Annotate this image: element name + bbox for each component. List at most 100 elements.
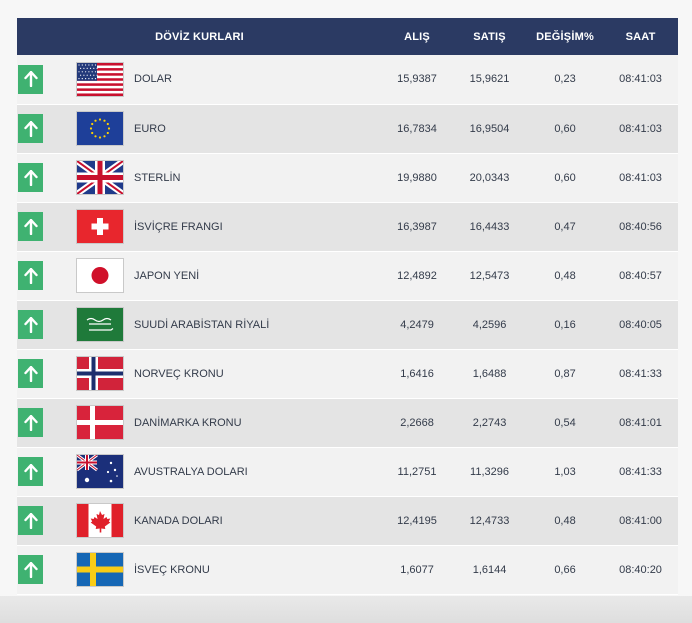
table-row: DANİMARKA KRONU 2,2668 2,2743 0,54 08:41… [17, 398, 679, 447]
update-time: 08:41:03 [619, 171, 662, 184]
us-flag [77, 62, 123, 96]
buy-rate: 11,2751 [397, 465, 437, 478]
sell-rate: 2,2743 [472, 416, 507, 429]
table-row: DOLAR 15,9387 15,9621 0,23 08:41:03 [17, 55, 679, 104]
sell-rate: 12,5473 [469, 269, 510, 282]
table-row: İSVEÇ KRONU 1,6077 1,6144 0,66 08:40:20 [17, 545, 679, 594]
currency-name[interactable]: İSVİÇRE FRANGI [134, 220, 223, 233]
update-time: 08:41:01 [619, 416, 662, 429]
table-row: STERLİN 19,9880 20,0343 0,60 08:41:03 [17, 153, 679, 202]
trend-cell [17, 300, 77, 349]
denmark-flag [77, 406, 123, 439]
flag-cell [77, 104, 134, 153]
up-arrow-icon [18, 506, 43, 535]
table-row: İSVİÇRE FRANGI 16,3987 16,4433 0,47 08:4… [17, 202, 679, 251]
update-time: 08:41:00 [619, 514, 662, 527]
buy-rate: 1,6077 [400, 563, 434, 576]
canada-flag [77, 504, 123, 537]
update-time: 08:40:56 [619, 220, 662, 233]
up-arrow-icon [18, 64, 43, 94]
table-row: NORVEÇ KRONU 1,6416 1,6488 0,87 08:41:33 [17, 349, 679, 398]
up-arrow-icon [18, 310, 43, 339]
trend-cell [17, 545, 77, 594]
flag-cell [77, 349, 134, 398]
change-percent: 0,47 [554, 220, 576, 233]
currency-name[interactable]: DANİMARKA KRONU [134, 416, 242, 429]
up-arrow-icon [18, 261, 43, 290]
currency-name[interactable]: NORVEÇ KRONU [134, 367, 224, 380]
update-time: 08:40:05 [619, 318, 662, 331]
trend-cell [17, 496, 77, 545]
update-time: 08:41:33 [619, 367, 662, 380]
flag-cell [77, 202, 134, 251]
flag-cell [77, 545, 134, 594]
flag-cell [77, 251, 134, 300]
buy-rate: 19,9880 [397, 171, 437, 184]
buy-rate: 4,2479 [400, 318, 434, 331]
trend-cell [17, 349, 77, 398]
update-time: 08:40:57 [619, 269, 662, 282]
table-row: SUUDİ ARABİSTAN RİYALİ 4,2479 4,2596 0,1… [17, 300, 679, 349]
flag-cell [77, 153, 134, 202]
sell-rate: 4,2596 [472, 318, 507, 331]
flag-cell [77, 300, 134, 349]
japan-flag [77, 259, 123, 292]
sell-rate: 1,6144 [472, 563, 507, 576]
header-change: DEĞİŞİM% [536, 30, 594, 43]
eu-flag [77, 112, 123, 145]
buy-rate: 1,6416 [400, 367, 434, 380]
flag-cell [77, 55, 134, 104]
change-percent: 0,60 [554, 171, 576, 184]
uk-flag [77, 161, 123, 194]
swiss-flag [77, 210, 123, 243]
sell-rate: 1,6488 [472, 367, 507, 380]
flag-cell [77, 398, 134, 447]
update-time: 08:41:03 [619, 73, 662, 86]
table-row: JAPON YENİ 12,4892 12,5473 0,48 08:40:57 [17, 251, 679, 300]
header-buy: ALIŞ [404, 30, 430, 43]
buy-rate: 2,2668 [400, 416, 434, 429]
up-arrow-icon [18, 408, 43, 437]
sell-rate: 16,4433 [469, 220, 510, 233]
sell-rate: 12,4733 [469, 514, 510, 527]
change-percent: 0,87 [554, 367, 576, 380]
update-time: 08:41:03 [619, 122, 662, 135]
change-percent: 0,48 [554, 514, 576, 527]
norway-flag [77, 357, 123, 390]
sell-rate: 16,9504 [469, 122, 510, 135]
table-header: DÖVİZ KURLARI ALIŞ SATIŞ DEĞİŞİM% SAAT [17, 18, 679, 55]
trend-cell [17, 202, 77, 251]
currency-name[interactable]: İSVEÇ KRONU [134, 563, 210, 576]
sell-rate: 11,3296 [470, 465, 509, 478]
australia-flag [77, 455, 123, 488]
buy-rate: 16,7834 [397, 122, 437, 135]
trend-cell [17, 104, 77, 153]
buy-rate: 12,4195 [397, 514, 437, 527]
flag-cell [77, 447, 134, 496]
currency-name[interactable]: EURO [134, 122, 166, 135]
trend-cell [17, 398, 77, 447]
buy-rate: 12,4892 [397, 269, 437, 282]
currency-name[interactable]: KANADA DOLARI [134, 514, 223, 527]
change-percent: 0,60 [554, 122, 576, 135]
buy-rate: 16,3987 [397, 220, 437, 233]
trend-cell [17, 55, 77, 104]
up-arrow-icon [18, 163, 43, 192]
currency-name[interactable]: STERLİN [134, 171, 181, 184]
currency-name[interactable]: AVUSTRALYA DOLARI [134, 465, 248, 478]
currency-name[interactable]: JAPON YENİ [134, 269, 200, 282]
up-arrow-icon [18, 555, 43, 584]
table-row: KANADA DOLARI 12,4195 12,4733 0,48 08:41… [17, 496, 679, 545]
up-arrow-icon [18, 212, 43, 241]
trend-cell [17, 153, 77, 202]
header-currency: DÖVİZ KURLARI [155, 30, 244, 43]
up-arrow-icon [18, 457, 43, 486]
footer-shade [0, 596, 692, 623]
currency-name[interactable]: DOLAR [134, 73, 172, 86]
table-row: AVUSTRALYA DOLARI 11,2751 11,3296 1,03 0… [17, 447, 679, 496]
currency-name[interactable]: SUUDİ ARABİSTAN RİYALİ [134, 318, 270, 331]
update-time: 08:40:20 [619, 563, 662, 576]
change-percent: 0,48 [554, 269, 576, 282]
update-time: 08:41:33 [619, 465, 662, 478]
change-percent: 0,54 [554, 416, 576, 429]
